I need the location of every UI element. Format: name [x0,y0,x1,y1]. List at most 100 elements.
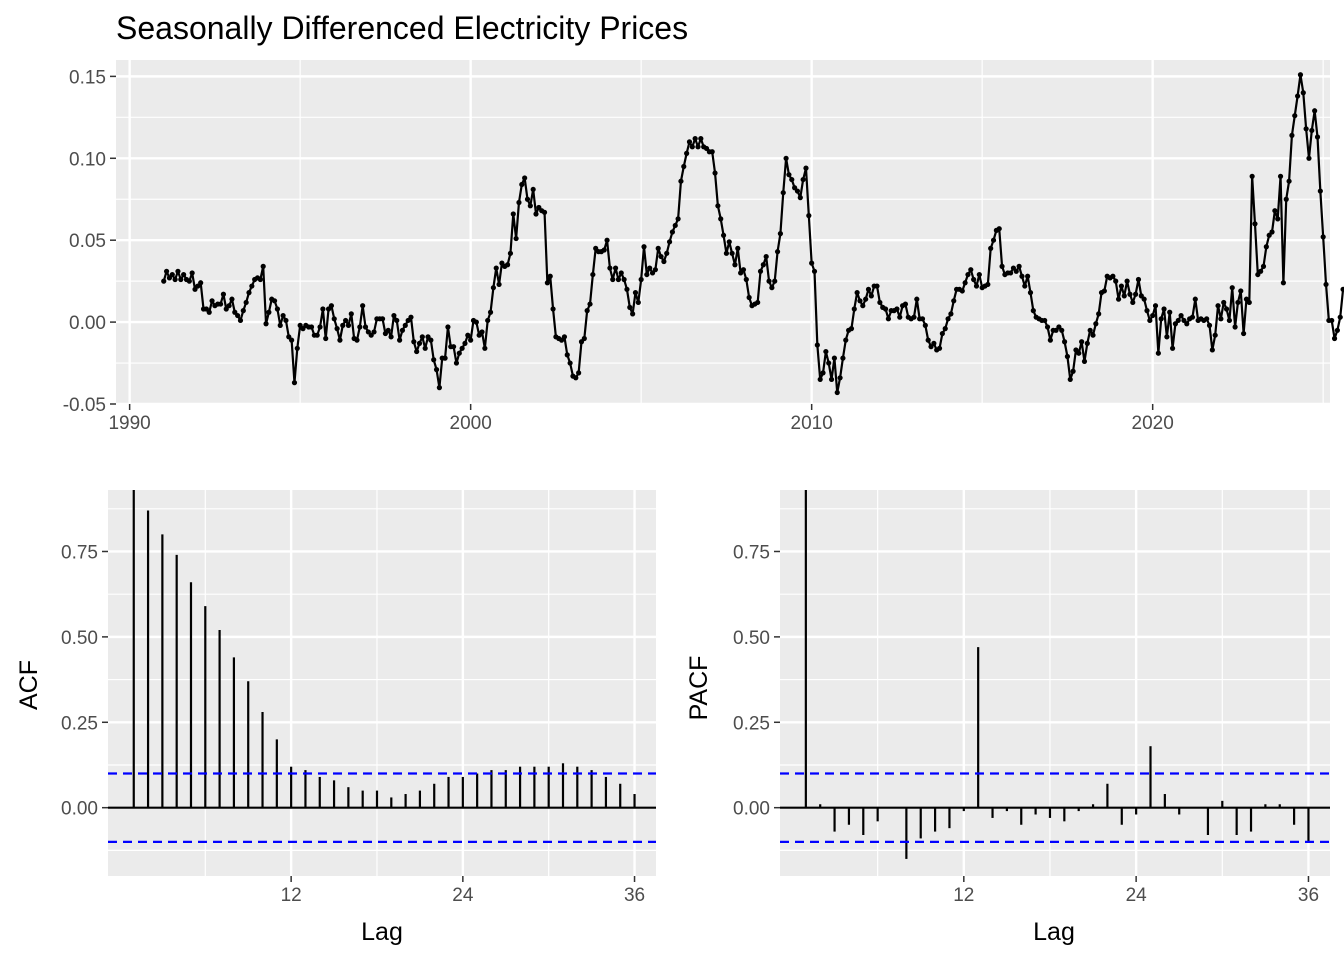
data-point [973,283,980,289]
data-point [169,271,175,278]
data-point [1124,278,1130,284]
data-point [740,267,747,273]
data-point [277,322,283,328]
data-point [1027,290,1034,296]
data-point [1135,276,1142,283]
acf-ticks: 0.00 0.25 0.50 0.75 12 24 36 [61,542,645,906]
data-point [681,163,687,170]
data-point [828,376,835,383]
data-point [576,370,582,376]
data-point [1061,339,1068,345]
data-point [695,144,701,150]
data-point [766,278,772,284]
data-point [999,263,1005,269]
data-point [1070,368,1076,374]
data-point [919,316,926,322]
x-tick-label: 24 [452,885,474,906]
data-point [308,324,315,330]
pacf-bars [780,490,1330,859]
data-point [1101,288,1107,294]
data-point [1226,317,1232,324]
data-point [1047,337,1053,343]
data-point [1229,285,1235,291]
data-point [863,296,869,302]
y-tick-label: 0.05 [69,231,106,252]
data-point [1130,299,1136,306]
data-point [1263,244,1269,250]
data-point [280,312,286,319]
data-point [931,340,937,346]
data-point [1280,280,1286,286]
data-point [1221,299,1227,306]
data-point [1300,90,1306,96]
y-tick-label: 0.15 [69,67,106,88]
data-point [573,375,579,381]
data-point [354,337,360,343]
data-point [968,267,974,273]
data-point [777,231,784,237]
data-point [1152,303,1159,309]
data-point [587,301,593,307]
data-point [360,303,366,309]
y-tick-label: 0.50 [733,628,770,649]
data-point [1331,335,1338,342]
data-point [524,196,531,202]
data-point [445,324,451,330]
x-tick-label: 12 [953,885,974,906]
data-point [806,213,812,219]
data-point [379,316,386,322]
data-point [618,270,624,276]
pacf-x-axis-title: Lag [1033,918,1075,946]
pacf-ticks: 0.00 0.25 0.50 0.75 12 24 36 [733,542,1319,906]
data-point [962,280,968,286]
pacf-plot-background [780,490,1330,876]
data-point [1019,273,1025,279]
data-point [1184,321,1190,327]
data-point [831,355,838,361]
data-point [1223,306,1230,312]
data-point [951,298,957,304]
data-point [1312,108,1318,114]
data-point [672,222,678,229]
data-point [323,335,329,342]
y-tick-label: 0.00 [69,313,106,334]
data-point [988,245,994,251]
acf-x-axis-title: Lag [361,918,403,946]
data-point [1167,309,1173,315]
data-point [1340,286,1344,292]
data-point [732,262,738,268]
data-point [493,265,499,271]
data-point [516,199,522,206]
data-point [507,250,514,256]
data-point [723,250,730,256]
data-point [1161,306,1167,312]
data-point [1059,327,1065,333]
y-tick-label: 0.25 [61,713,98,734]
data-point [198,280,204,286]
data-point [837,375,843,381]
data-point [294,345,300,351]
data-point [635,299,641,306]
data-point [809,260,815,266]
data-point [362,324,369,330]
data-point [243,299,249,306]
x-tick-label: 36 [624,885,645,906]
data-point [547,273,553,279]
data-point [1096,311,1102,317]
data-point [746,294,752,301]
y-tick-label: 0.25 [733,713,770,734]
data-point [1007,270,1014,276]
data-point [607,265,613,271]
data-point [1175,317,1181,324]
data-point [1320,234,1326,240]
data-point [726,239,732,245]
data-point [527,203,533,209]
data-point [1275,216,1281,222]
data-point [644,271,650,278]
data-point [1246,299,1252,306]
data-point [1016,263,1022,269]
data-point [394,317,400,324]
data-point [1323,281,1329,288]
data-point [1030,308,1036,314]
data-point [1192,296,1198,302]
